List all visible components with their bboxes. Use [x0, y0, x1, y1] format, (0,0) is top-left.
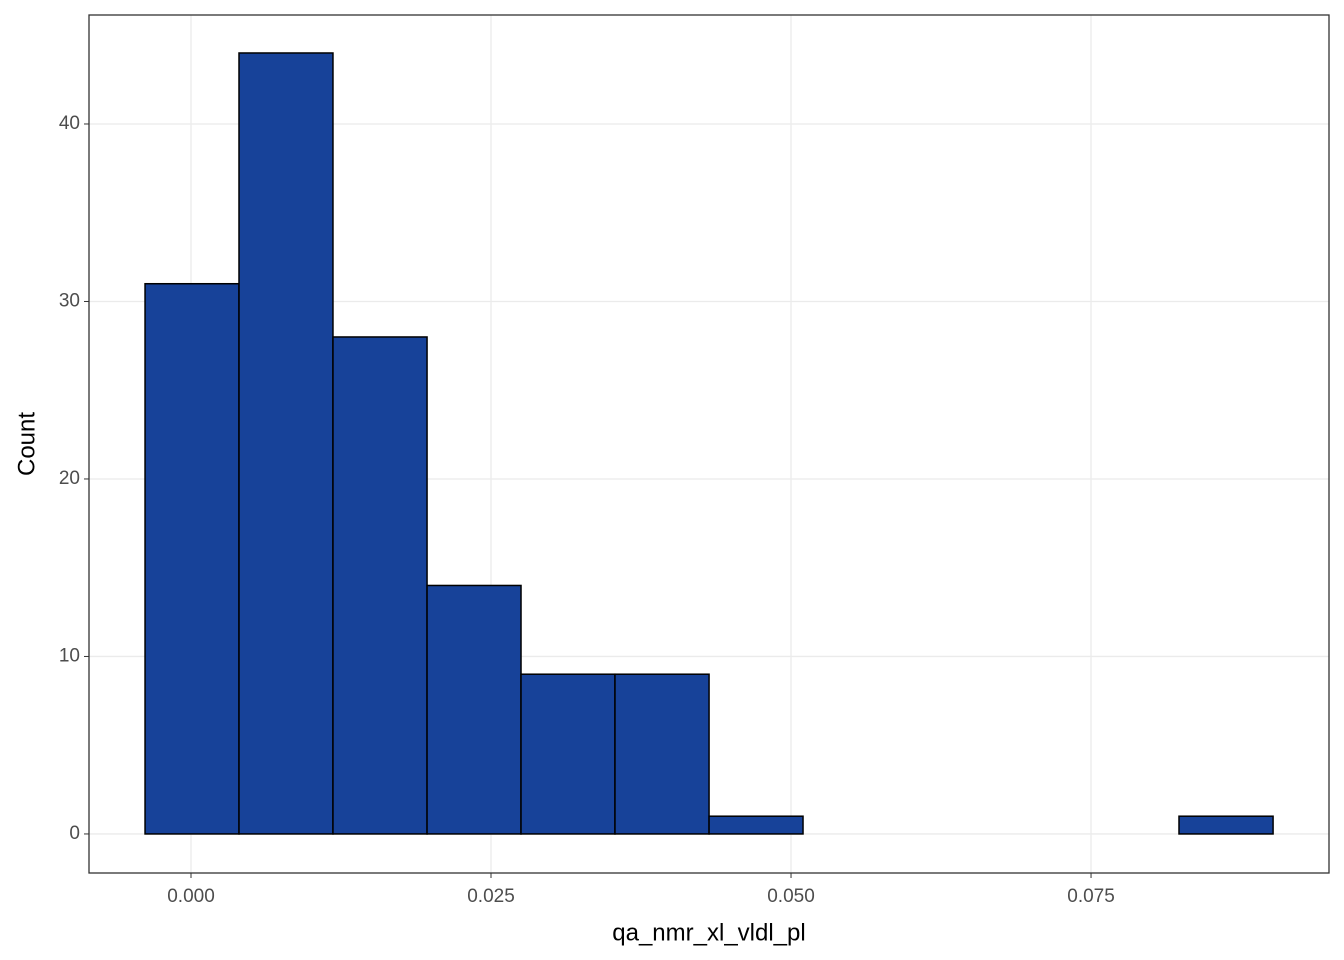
y-tick-label: 20	[59, 468, 80, 489]
bar	[426, 584, 522, 835]
x-tick-label: 0.050	[767, 886, 815, 907]
bar	[144, 282, 240, 835]
bar	[614, 673, 710, 835]
x-axis-title: qa_nmr_xl_vldl_pl	[612, 919, 805, 946]
y-tick-label: 40	[59, 113, 80, 134]
bar	[520, 673, 616, 835]
bar	[238, 52, 334, 835]
panel-border	[88, 14, 1330, 874]
y-tick-label: 10	[59, 645, 80, 666]
x-tick-label: 0.025	[467, 886, 515, 907]
y-tick-label: 0	[69, 823, 80, 844]
y-axis-title: Count	[13, 412, 40, 476]
bar	[332, 336, 428, 835]
y-tick-label: 30	[59, 290, 80, 311]
bar	[708, 815, 804, 835]
x-tick-label: 0.075	[1067, 886, 1115, 907]
x-tick-label: 0.000	[167, 886, 215, 907]
bar	[1178, 815, 1274, 835]
